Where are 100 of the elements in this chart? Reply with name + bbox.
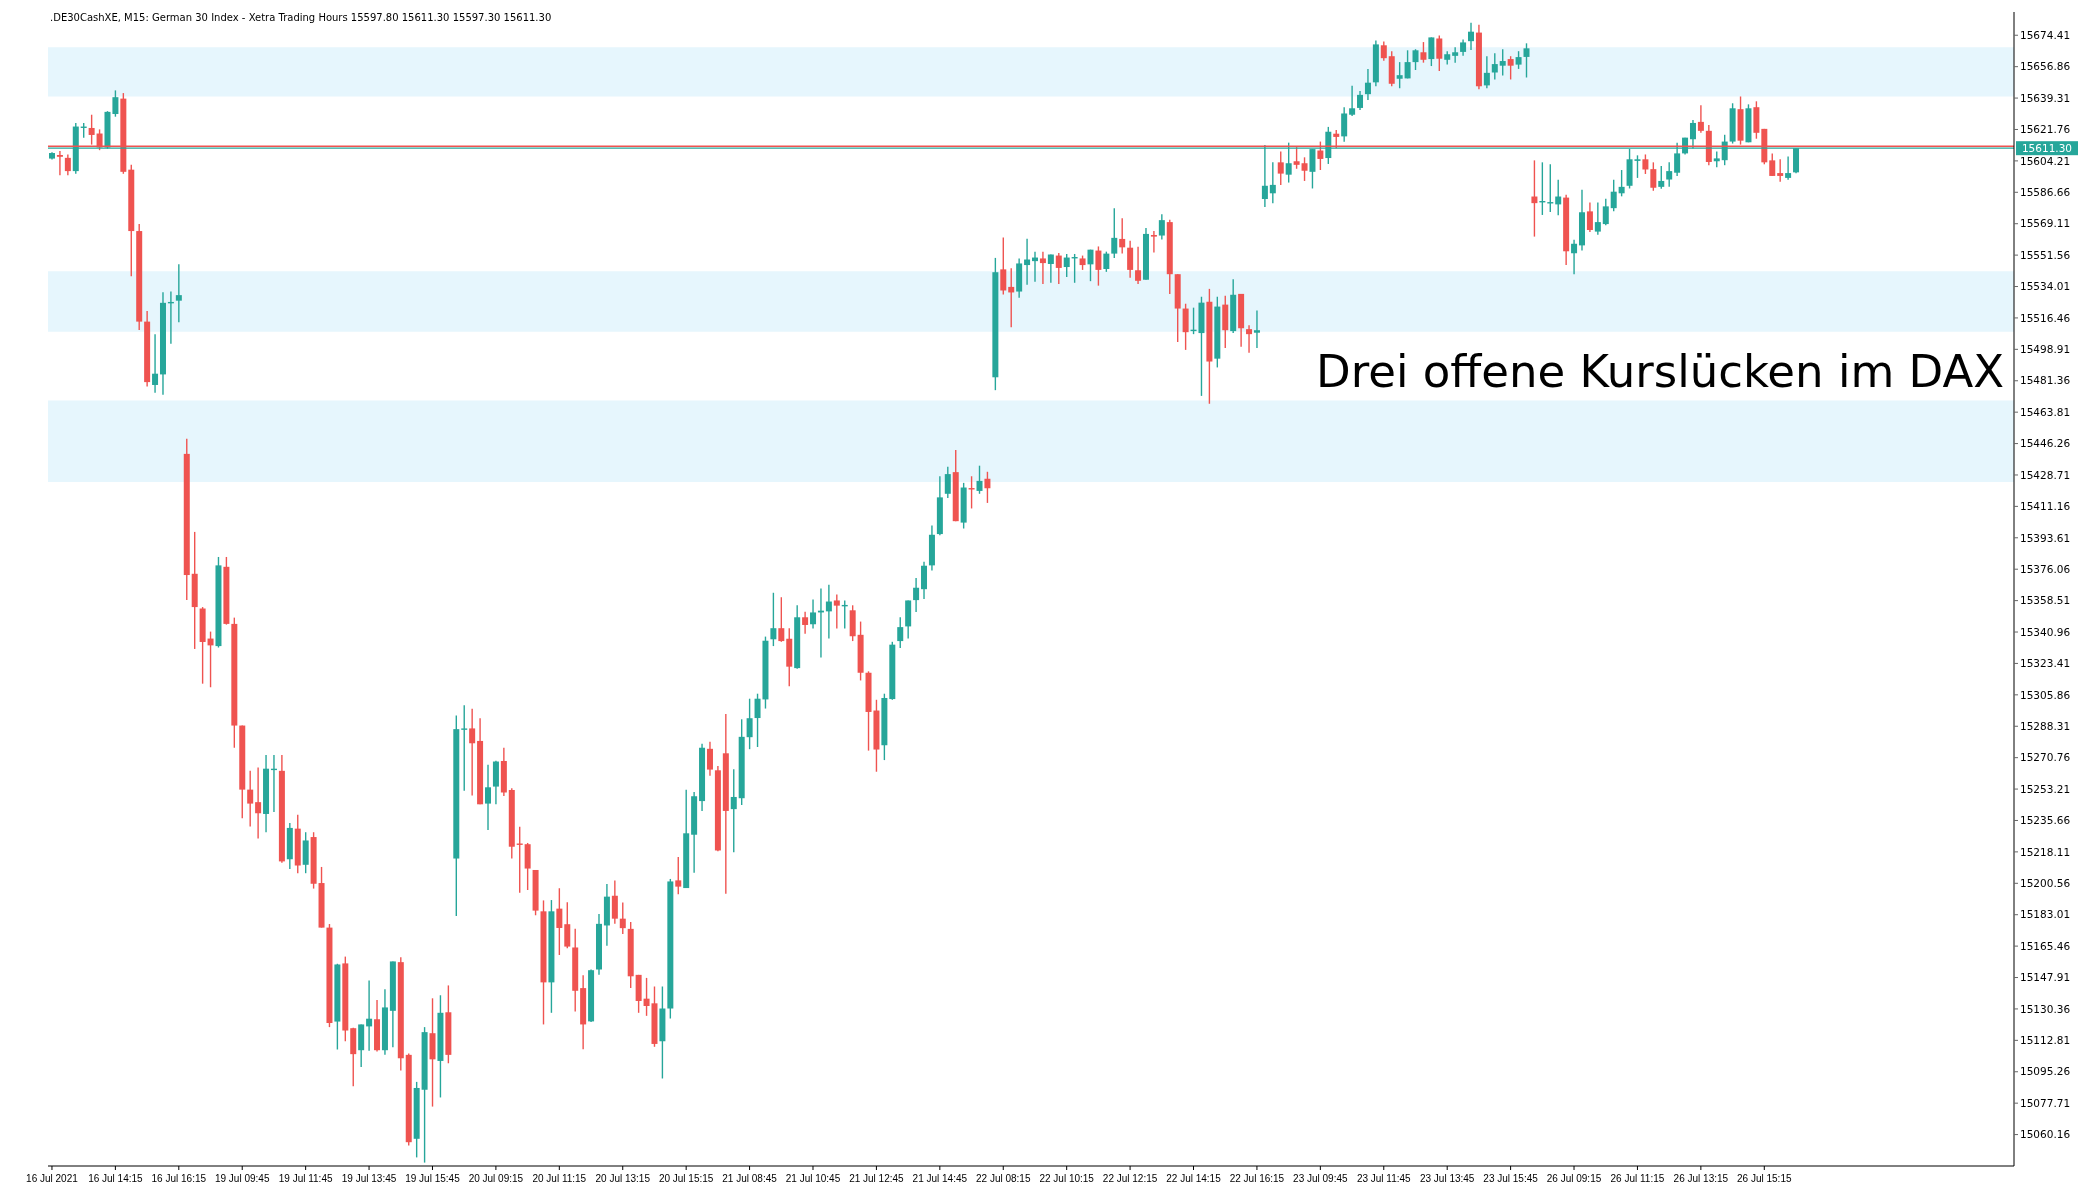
y-tick-label: 15235.66 <box>2020 814 2071 827</box>
y-tick-label: 15183.01 <box>2020 908 2071 921</box>
y-tick-label: 15147.91 <box>2020 971 2071 984</box>
candlestick <box>1468 22 1475 51</box>
y-tick-label: 15586.66 <box>2020 186 2071 199</box>
candlestick <box>175 263 182 324</box>
candlestick <box>1150 230 1157 254</box>
candlestick <box>1158 213 1165 241</box>
candlestick <box>1412 48 1419 71</box>
candlestick <box>730 768 737 853</box>
y-tick-label: 15516.46 <box>2020 311 2071 324</box>
y-tick-label: 15218.11 <box>2020 845 2071 858</box>
candlestick <box>1531 159 1538 238</box>
candlestick <box>810 598 817 630</box>
candlestick <box>1642 153 1649 175</box>
candlestick <box>833 593 840 630</box>
candlestick <box>746 698 753 750</box>
candlestick <box>1135 245 1142 285</box>
y-tick-label: 15428.71 <box>2020 468 2071 481</box>
candlestick <box>976 464 983 495</box>
chart-title: .DE30CashXE, M15: German 30 Index - Xetra Trading Hours 15597.80 15611.30 15597.30 15611.30 <box>50 12 552 23</box>
candlestick <box>802 611 809 635</box>
candlestick <box>112 89 119 118</box>
x-tick-label: 26 Jul 09:15 <box>1546 1173 1602 1184</box>
candlestick <box>1269 161 1276 204</box>
candlestick <box>1127 240 1134 279</box>
candlestick <box>1618 169 1625 198</box>
candlestick <box>1697 104 1704 134</box>
x-tick-label: 19 Jul 09:45 <box>214 1173 270 1184</box>
candlestick <box>1785 155 1792 181</box>
candlestick <box>1396 61 1403 89</box>
candlestick <box>1000 236 1007 296</box>
candlestick <box>1253 309 1260 349</box>
candlestick <box>770 592 777 647</box>
candlestick <box>611 879 618 925</box>
candlestick <box>1182 303 1189 351</box>
candlestick <box>1499 48 1506 77</box>
y-tick-label: 15095.26 <box>2020 1065 2071 1078</box>
y-tick-label: 15393.61 <box>2020 531 2071 544</box>
x-tick-label: 16 Jul 16:15 <box>151 1173 207 1184</box>
candlestick <box>1047 253 1054 284</box>
candlestick <box>469 708 476 797</box>
candlestick <box>754 693 761 748</box>
candlestick <box>1491 52 1498 81</box>
candlestick <box>255 766 262 840</box>
candlestick <box>1523 42 1530 79</box>
x-tick-label: 20 Jul 09:15 <box>468 1173 524 1184</box>
y-tick-label: 15621.76 <box>2020 123 2071 136</box>
candlestick <box>1349 85 1356 117</box>
candlestick <box>921 561 928 600</box>
x-tick-label: 21 Jul 12:45 <box>849 1173 905 1184</box>
candlestick <box>619 901 626 935</box>
x-tick-label: 23 Jul 09:45 <box>1293 1173 1349 1184</box>
annotation: Drei offene Kurslücken im DAX <box>1315 344 2005 400</box>
y-tick-label: 15340.96 <box>2020 625 2071 638</box>
candlestick <box>1777 158 1784 183</box>
x-tick-label: 21 Jul 14:45 <box>912 1173 968 1184</box>
x-tick-label: 22 Jul 08:15 <box>976 1173 1031 1184</box>
candlestick <box>778 596 785 643</box>
candlestick <box>1103 250 1110 273</box>
candlestick <box>1428 36 1435 67</box>
x-tick-label: 20 Jul 13:15 <box>595 1173 651 1184</box>
candlestick <box>485 764 492 831</box>
candlestick <box>1769 152 1776 177</box>
x-tick-label: 22 Jul 10:15 <box>1039 1173 1095 1184</box>
candlestick <box>1277 150 1284 186</box>
candlestick <box>1008 267 1015 328</box>
y-tick-label: 15534.01 <box>2020 280 2071 293</box>
candlestick <box>564 901 571 949</box>
candlestick <box>1666 161 1673 188</box>
x-tick-label: 26 Jul 11:15 <box>1610 1173 1665 1184</box>
candlestick <box>1111 207 1118 259</box>
x-tick-label: 21 Jul 08:45 <box>722 1173 778 1184</box>
y-tick-label: 15358.51 <box>2020 594 2071 607</box>
x-tick-label: 23 Jul 11:45 <box>1356 1173 1412 1184</box>
y-tick-label: 15130.36 <box>2020 1002 2071 1015</box>
candlestick <box>1602 197 1609 226</box>
candlestick <box>64 153 71 176</box>
candlestick <box>1658 165 1665 190</box>
candlestick <box>1610 179 1617 213</box>
x-tick-label: 21 Jul 10:45 <box>785 1173 841 1184</box>
x-tick-label: 22 Jul 14:15 <box>1166 1173 1222 1184</box>
x-tick-label: 26 Jul 13:15 <box>1673 1173 1729 1184</box>
candlestick <box>897 616 904 649</box>
x-tick-label: 20 Jul 15:15 <box>658 1173 714 1184</box>
y-tick-label: 15463.81 <box>2020 405 2071 418</box>
candlestick <box>1357 90 1364 111</box>
candlestick <box>913 577 920 613</box>
candlestick <box>1380 40 1387 62</box>
x-tick-label: 19 Jul 13:45 <box>341 1173 397 1184</box>
y-tick-label: 15077.71 <box>2020 1096 2071 1109</box>
y-tick-label: 15639.31 <box>2020 91 2071 104</box>
candlestick <box>1341 106 1348 143</box>
candlestick <box>675 856 682 896</box>
candlestick <box>1650 161 1657 192</box>
candlestick <box>1404 49 1411 80</box>
candlestick <box>1024 238 1031 286</box>
y-tick-label: 15270.76 <box>2020 751 2071 764</box>
y-tick-label: 15323.41 <box>2020 657 2071 670</box>
candlestick <box>944 466 951 499</box>
